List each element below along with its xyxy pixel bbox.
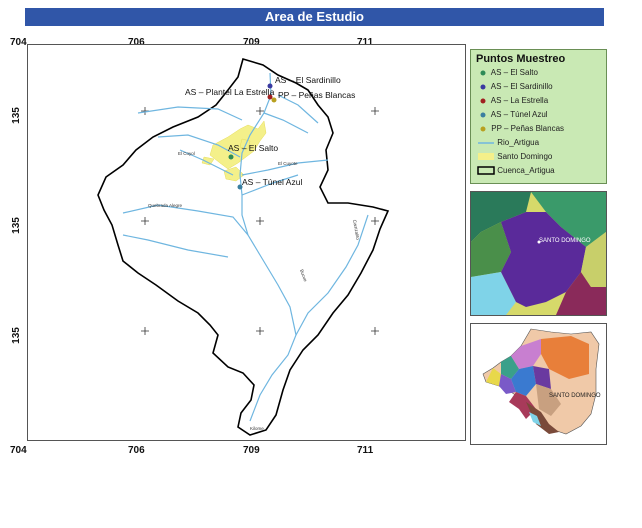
legend-item: Santo Domingo: [477, 152, 552, 161]
dot-symbol-icon: [480, 84, 486, 90]
river-label-1: El Coyol: [178, 151, 195, 156]
point-sardinillo[interactable]: [267, 83, 273, 89]
rivers: [122, 72, 369, 422]
coord-bottom-4: 711: [357, 445, 374, 456]
river-label-4: Bucue: [299, 269, 308, 283]
coord-top-2: 706: [128, 37, 145, 48]
legend-label: PP – Peñas Blancas: [491, 124, 565, 133]
river-label-2: El Cuyote: [278, 161, 298, 166]
legend-panel: Puntos Muestreo AS – El Salto AS – El Sa…: [470, 49, 607, 184]
inset-map-country[interactable]: SANTO DOMINGO: [470, 323, 607, 445]
legend-label: AS – El Sardinillo: [490, 82, 553, 91]
legend-label: AS – Túnel Azul: [490, 110, 548, 119]
river-label-6: Kilome: [250, 426, 264, 431]
coord-bottom-1: 704: [10, 445, 27, 456]
legend-item: Rio_Artigua: [477, 138, 539, 147]
dot-symbol-icon: [480, 98, 486, 104]
legend-label: AS – El Salto: [490, 68, 538, 77]
legend-item: PP – Peñas Blancas: [477, 124, 564, 133]
map-title: Area de Estudio: [25, 8, 604, 26]
coord-bottom-3: 709: [243, 445, 260, 456]
inset-map-2-svg: SANTO DOMINGO: [471, 324, 606, 444]
legend-title: Puntos Muestreo: [476, 53, 566, 65]
coord-top-1: 704: [10, 37, 27, 48]
inset-1-label: SANTO DOMINGO: [539, 238, 591, 244]
point-tunel[interactable]: [237, 184, 243, 190]
coord-left-2: 135: [10, 217, 22, 234]
legend-label: Rio_Artigua: [497, 138, 540, 147]
legend-item: Cuenca_Artigua: [477, 166, 555, 176]
label-sardinillo: AS – El Sardinillo: [275, 75, 341, 85]
coord-bottom-2: 706: [128, 445, 145, 456]
legend-item: AS – La Estrella: [477, 96, 548, 105]
legend-label: Cuenca_Artigua: [497, 166, 555, 175]
basin-outline: [97, 57, 390, 436]
coord-top-4: 711: [357, 37, 374, 48]
dot-symbol-icon: [480, 112, 486, 118]
legend-item: AS – El Salto: [477, 68, 538, 77]
coord-left-3: 135: [10, 327, 22, 344]
legend-item: AS – El Sardinillo: [477, 82, 553, 91]
fill-symbol-icon: [478, 153, 494, 161]
main-map-svg: El Coyol El Cuyote Quebrada Alegre Bucue…: [97, 57, 390, 436]
inset-map-municipality[interactable]: SANTO DOMINGO: [470, 191, 607, 316]
label-penas: PP – Peñas Blancas: [278, 90, 355, 100]
dot-symbol-icon: [480, 126, 486, 132]
point-estrella[interactable]: [267, 94, 273, 100]
inset-2-label: SANTO DOMINGO: [549, 393, 601, 399]
river-label-5: Carrizalito: [352, 219, 361, 240]
point-penas[interactable]: [271, 97, 277, 103]
label-estrella: AS – Plantel La Estrella: [185, 87, 275, 97]
line-symbol-icon: [478, 142, 494, 144]
inset-map-1-svg: SANTO DOMINGO: [471, 192, 606, 315]
label-salto: AS – El Salto: [228, 143, 278, 153]
main-map[interactable]: El Coyol El Cuyote Quebrada Alegre Bucue…: [27, 44, 466, 441]
label-tunel: AS – Túnel Azul: [242, 177, 302, 187]
grid-crosses: [141, 107, 379, 335]
dot-symbol-icon: [480, 70, 486, 76]
box-symbol-icon: [477, 166, 495, 176]
legend-label: AS – La Estrella: [490, 96, 549, 105]
river-label-3: Quebrada Alegre: [148, 203, 183, 208]
point-salto[interactable]: [228, 154, 234, 160]
legend-label: Santo Domingo: [497, 152, 553, 161]
coord-top-3: 709: [243, 37, 260, 48]
legend-item: AS – Túnel Azul: [477, 110, 548, 119]
coord-left-1: 135: [10, 107, 22, 124]
